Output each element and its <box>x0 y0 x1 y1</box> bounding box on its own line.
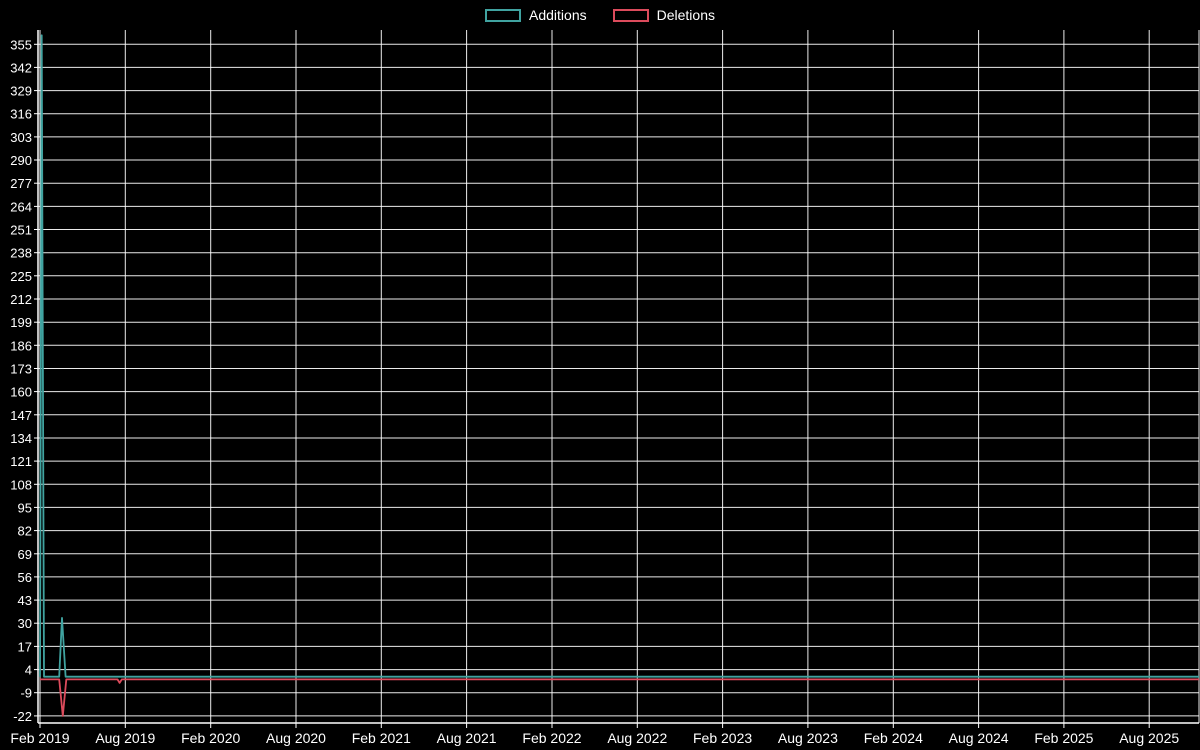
y-tick-label: 329 <box>10 84 32 99</box>
y-tick-label: 186 <box>10 338 32 353</box>
additions-swatch-icon <box>485 8 522 22</box>
x-tick-label: Aug 2023 <box>778 730 838 746</box>
y-tick-label: 303 <box>10 130 32 145</box>
y-tick-label: 251 <box>10 223 32 238</box>
y-tick-label: 199 <box>10 315 32 330</box>
y-tick-label: 95 <box>18 500 32 515</box>
y-tick-label: 264 <box>10 199 32 214</box>
series-line-additions <box>39 34 1199 678</box>
y-tick-label: 316 <box>10 107 32 122</box>
x-tick-label: Feb 2025 <box>1034 730 1093 746</box>
y-tick-label: 82 <box>18 524 32 539</box>
y-tick-label: 238 <box>10 246 32 261</box>
y-tick-label: 134 <box>10 431 32 446</box>
y-tick-label: 17 <box>18 639 32 654</box>
y-tick-label: 108 <box>10 477 32 492</box>
x-tick-label: Feb 2020 <box>181 730 240 746</box>
x-tick-label: Aug 2025 <box>1119 730 1179 746</box>
x-tick-label: Aug 2020 <box>266 730 326 746</box>
x-tick-label: Aug 2022 <box>607 730 667 746</box>
x-tick-label: Aug 2019 <box>95 730 155 746</box>
legend-label-additions: Additions <box>529 7 587 23</box>
y-tick-label: 277 <box>10 176 32 191</box>
x-tick-label: Aug 2024 <box>949 730 1009 746</box>
x-tick-label: Feb 2021 <box>352 730 411 746</box>
y-tick-label: 173 <box>10 362 32 377</box>
y-tick-label: 290 <box>10 153 32 168</box>
chart-legend: Additions Deletions <box>0 8 1200 22</box>
y-tick-label: -22 <box>13 709 32 724</box>
y-tick-label: 4 <box>25 663 32 678</box>
x-tick-label: Feb 2024 <box>864 730 923 746</box>
y-tick-label: 147 <box>10 408 32 423</box>
y-tick-label: -9 <box>20 686 32 701</box>
legend-item-additions[interactable]: Additions <box>485 8 587 22</box>
deletions-swatch-icon <box>612 8 649 22</box>
series-line-deletions <box>40 678 1199 717</box>
y-tick-label: 160 <box>10 385 32 400</box>
legend-label-deletions: Deletions <box>656 7 715 23</box>
x-tick-label: Feb 2022 <box>522 730 581 746</box>
y-tick-label: 56 <box>18 570 32 585</box>
x-tick-label: Aug 2021 <box>437 730 497 746</box>
y-tick-label: 355 <box>10 37 32 52</box>
y-tick-label: 342 <box>10 60 32 75</box>
x-tick-label: Feb 2019 <box>10 730 69 746</box>
y-tick-label: 69 <box>18 547 32 562</box>
x-tick-label: Feb 2023 <box>693 730 752 746</box>
y-tick-label: 121 <box>10 454 32 469</box>
y-tick-label: 43 <box>18 593 32 608</box>
legend-item-deletions[interactable]: Deletions <box>612 7 715 23</box>
y-tick-label: 212 <box>10 292 32 307</box>
y-tick-label: 30 <box>18 616 32 631</box>
y-tick-label: 225 <box>10 269 32 284</box>
